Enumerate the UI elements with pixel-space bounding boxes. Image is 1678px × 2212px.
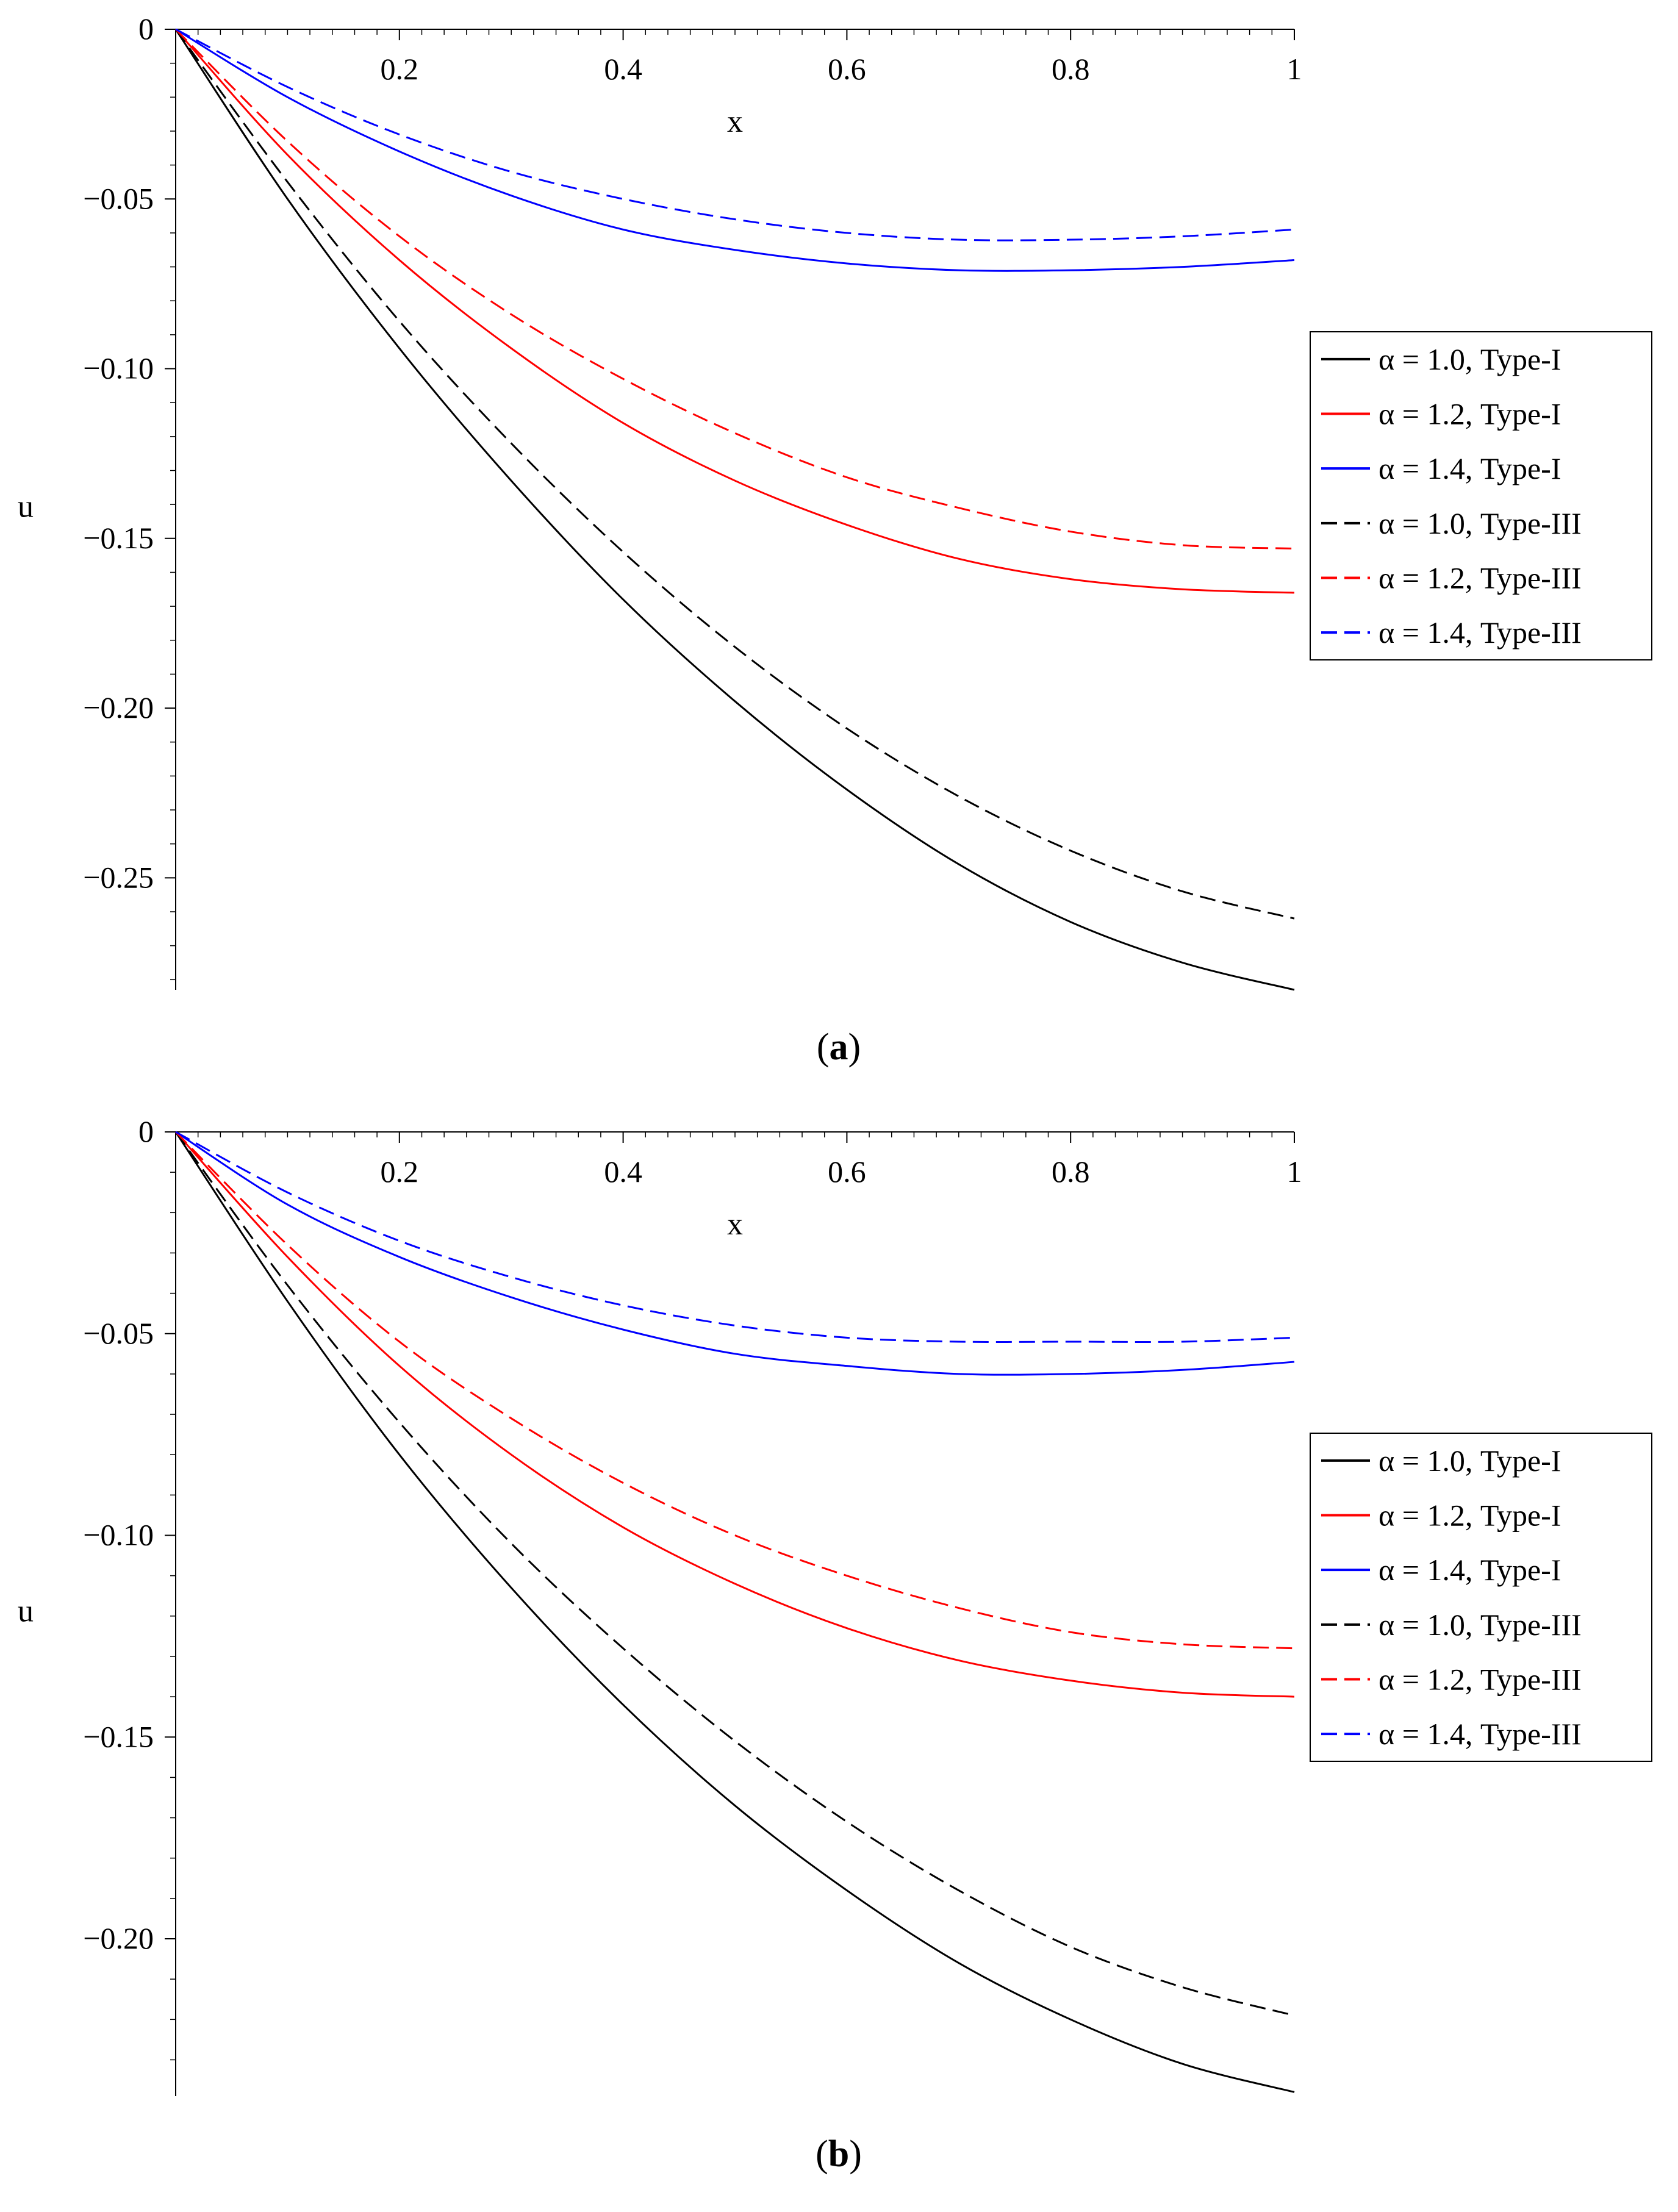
series-line-1 bbox=[174, 1131, 1295, 2093]
caption-close-paren: ) bbox=[848, 1026, 861, 1068]
series-line-2 bbox=[174, 29, 1295, 594]
series-line-6 bbox=[175, 1131, 1295, 1343]
x-tick-label: 0.8 bbox=[1052, 52, 1090, 86]
y-axis-label: u bbox=[18, 490, 34, 524]
caption-open-paren: ( bbox=[816, 2133, 828, 2175]
x-tick-label: 0.8 bbox=[1052, 1154, 1090, 1189]
caption-open-paren: ( bbox=[817, 1026, 830, 1068]
x-tick-label: 0.6 bbox=[828, 1154, 866, 1189]
panel-caption: (b) bbox=[816, 2133, 862, 2175]
y-tick-label: 0 bbox=[138, 12, 154, 46]
legend-entry-label: α = 1.0, Type-III bbox=[1379, 1608, 1582, 1642]
y-tick-label: −0.10 bbox=[83, 351, 154, 385]
legend-entry-label: α = 1.4, Type-I bbox=[1379, 1553, 1561, 1587]
legend-entry-label: α = 1.2, Type-I bbox=[1379, 1498, 1561, 1533]
x-tick-label: 1 bbox=[1287, 52, 1302, 86]
y-tick-label: −0.05 bbox=[83, 1316, 154, 1350]
y-tick-label: −0.20 bbox=[83, 1921, 154, 1955]
legend: α = 1.0, Type-I α = 1.2, Type-I α = 1.4, T… bbox=[1310, 331, 1652, 660]
legend-entry-label: α = 1.0, Type-I bbox=[1379, 1444, 1561, 1478]
series-group bbox=[174, 28, 1295, 991]
series-line-5 bbox=[174, 28, 1295, 550]
y-tick-label: −0.05 bbox=[83, 181, 154, 215]
x-axis-label: x bbox=[727, 104, 743, 139]
chart-panel-b: 0.2 0.4 0.6 0.8 1 0 −0.05 −0.10 −0.15 −0.20 x u α = … bbox=[18, 1114, 1652, 2175]
y-tick-label: −0.15 bbox=[83, 1719, 154, 1753]
series-line-5 bbox=[174, 1131, 1295, 1650]
x-tick-label: 0.2 bbox=[381, 1154, 419, 1189]
caption-letter: b bbox=[828, 2133, 849, 2175]
series-line-2 bbox=[174, 1131, 1295, 1698]
x-tick-label: 0.4 bbox=[604, 1154, 642, 1189]
series-line-3 bbox=[175, 28, 1295, 272]
x-tick-label: 1 bbox=[1287, 1154, 1302, 1189]
series-line-1 bbox=[174, 29, 1295, 991]
legend-entry-label: α = 1.4, Type-III bbox=[1379, 615, 1582, 650]
series-line-4 bbox=[174, 1131, 1295, 2017]
series-line-4 bbox=[174, 29, 1295, 920]
legend-entry-label: α = 1.4, Type-III bbox=[1379, 1717, 1582, 1751]
caption-letter: a bbox=[830, 1026, 848, 1068]
y-tick-label: −0.15 bbox=[83, 521, 154, 555]
caption-close-paren: ) bbox=[849, 2133, 862, 2175]
y-axis-label: u bbox=[18, 1594, 34, 1629]
series-group bbox=[174, 1131, 1295, 2093]
series-line-3 bbox=[175, 1131, 1295, 1376]
panel-caption: (a) bbox=[817, 1026, 861, 1068]
legend: α = 1.0, Type-I α = 1.2, Type-I α = 1.4, T… bbox=[1310, 1433, 1652, 1762]
legend-entry-label: α = 1.0, Type-I bbox=[1379, 342, 1561, 376]
y-tick-label: −0.25 bbox=[83, 860, 154, 894]
x-tick-label: 0.6 bbox=[828, 52, 866, 86]
y-tick-label: −0.20 bbox=[83, 690, 154, 725]
legend-entry-label: α = 1.2, Type-III bbox=[1379, 1663, 1582, 1697]
series-line-6 bbox=[175, 28, 1295, 242]
x-axis-label: x bbox=[727, 1207, 743, 1242]
legend-box bbox=[1310, 331, 1652, 660]
chart-panel-a: 0.2 0.4 0.6 0.8 1 0 −0.05 −0.10 −0.15 −0.20 −0.25 x… bbox=[18, 12, 1652, 1068]
x-tick-label: 0.2 bbox=[381, 52, 419, 86]
legend-box bbox=[1310, 1433, 1652, 1762]
y-tick-label: −0.10 bbox=[83, 1518, 154, 1552]
y-tick-label: 0 bbox=[138, 1114, 154, 1148]
legend-entry-label: α = 1.0, Type-III bbox=[1379, 506, 1582, 540]
legend-entry-label: α = 1.2, Type-III bbox=[1379, 561, 1582, 595]
legend-entry-label: α = 1.4, Type-I bbox=[1379, 451, 1561, 485]
x-tick-label: 0.4 bbox=[604, 52, 642, 86]
legend-entry-label: α = 1.2, Type-I bbox=[1379, 397, 1561, 431]
